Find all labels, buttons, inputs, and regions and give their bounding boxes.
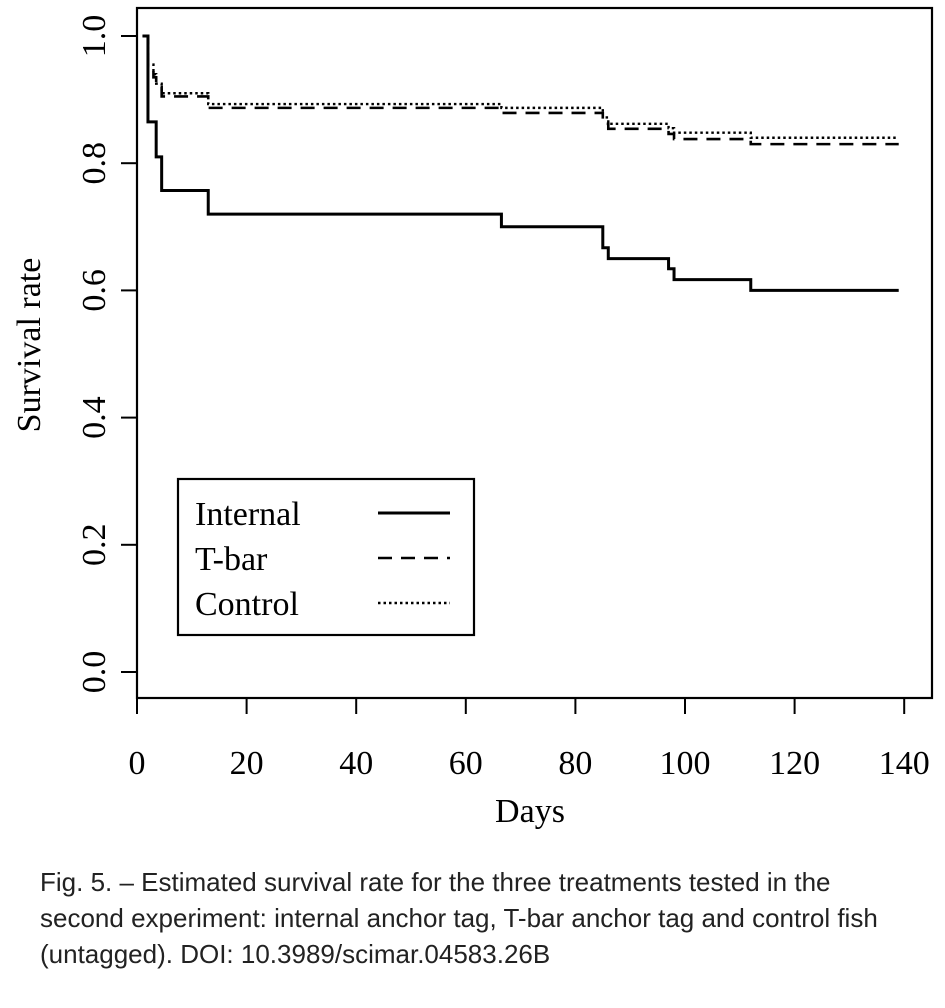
x-tick-label: 0 <box>129 745 146 782</box>
x-tick-label: 60 <box>449 745 483 782</box>
y-tick-label: 0.6 <box>76 269 113 312</box>
survival-chart: 0 20 40 60 80 100 120 140 0.0 0.2 0.4 0.6 0.8 1.0 Da… <box>11 6 934 830</box>
y-axis-label: Survival rate <box>11 258 48 433</box>
x-tick-label: 20 <box>230 745 264 782</box>
x-tick-label: 80 <box>558 745 592 782</box>
y-tick-label: 0.4 <box>76 396 113 439</box>
series-line-internal <box>142 34 899 292</box>
x-tick-label: 140 <box>879 745 930 782</box>
x-axis-label: Days <box>495 793 565 830</box>
y-axis: 0.0 0.2 0.4 0.6 0.8 1.0 <box>76 15 138 694</box>
y-tick-label: 0.8 <box>76 142 113 185</box>
x-tick-label: 100 <box>660 745 711 782</box>
x-tick-label: 120 <box>769 745 820 782</box>
y-tick-label: 1.0 <box>76 15 113 58</box>
legend: Internal T-bar Control <box>176 477 476 637</box>
legend-label: Internal <box>195 496 301 533</box>
series-layer <box>142 34 899 292</box>
y-tick-label: 0.2 <box>76 524 113 567</box>
x-axis: 0 20 40 60 80 100 120 140 <box>129 697 930 782</box>
legend-label: T-bar <box>195 541 268 578</box>
series-line-control <box>142 34 899 139</box>
figure-caption: Fig. 5. – Estimated survival rate for th… <box>40 867 878 969</box>
series-line-t-bar <box>142 34 899 146</box>
y-tick-label: 0.0 <box>76 651 113 694</box>
legend-label: Control <box>195 586 299 623</box>
x-tick-label: 40 <box>339 745 373 782</box>
